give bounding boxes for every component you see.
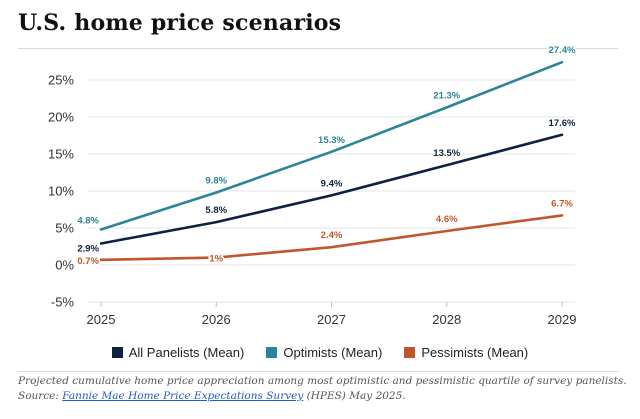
data-label: 2.9%: [77, 244, 99, 255]
axis-layer: 25% 20% 15% 10% 5% 0% -5% 2025 2026 2027 2028 2029: [48, 73, 576, 328]
source-link[interactable]: Fannie Mae Home Price Expectations Surve…: [62, 390, 304, 402]
legend-swatch: [404, 346, 416, 358]
data-label: 27.4%: [549, 45, 576, 56]
y-tick-label: 10%: [48, 184, 74, 199]
data-label: 21.3%: [433, 90, 460, 101]
data-label: 13.5%: [433, 148, 460, 159]
legend-label: Optimists (Mean): [283, 344, 383, 360]
x-tick-label: 2026: [202, 312, 231, 327]
x-tick-label: 2029: [548, 312, 577, 327]
x-tick-label: 2027: [317, 312, 346, 327]
y-tick-label: -5%: [51, 295, 75, 310]
line-chart: 25%20%15%10%5%0%-5%2025 2026 2027 2028 2029 …: [48, 44, 578, 328]
series-line-1: [99, 60, 564, 231]
data-label: 4.6%: [436, 214, 458, 225]
source-suffix: (HPES) May 2025.: [303, 390, 406, 402]
chart-caption: Projected cumulative home price apprecia…: [18, 374, 628, 404]
y-tick-label: 0%: [55, 258, 74, 273]
x-tick-label: 2025: [87, 312, 116, 327]
data-label: 15.3%: [318, 135, 345, 146]
legend-label: All Panelists (Mean): [128, 344, 245, 360]
data-label: 4.8%: [77, 215, 99, 226]
data-label: 2.4%: [321, 230, 343, 241]
data-label-layer: 2.9% 5.8% 9.4% 13.5% 17.6% 4.8% 9.8% 15.3% 21.3%…: [76, 44, 578, 269]
data-label: 6.7%: [551, 198, 573, 209]
chart-legend: All Panelists (Mean) Optimists (Mean) Pess…: [0, 342, 640, 362]
data-label: 5.8%: [205, 205, 227, 216]
legend-label: Pessimists (Mean): [421, 344, 529, 360]
series-line-0: [99, 133, 564, 245]
y-tick-label: 20%: [48, 110, 74, 125]
caption-description: Projected cumulative home price apprecia…: [18, 375, 627, 387]
data-label: 17.6%: [549, 118, 576, 129]
y-tick-label: 15%: [48, 147, 74, 162]
x-tick-label: 2028: [432, 312, 461, 327]
series-line-2: [99, 214, 564, 262]
legend-item: All Panelists (Mean): [111, 344, 245, 360]
legend-swatch: [111, 346, 123, 358]
source-prefix: Source:: [18, 390, 63, 402]
grid-layer: [88, 79, 575, 303]
data-label: 0.7%: [77, 256, 99, 267]
caption-source: Source: Fannie Mae Home Price Expectatio…: [18, 389, 628, 404]
y-tick-label: 5%: [55, 221, 74, 236]
legend-swatch: [266, 346, 278, 358]
data-label: 9.4%: [321, 178, 343, 189]
page-title: U.S. home price scenarios: [18, 10, 342, 36]
legend-item: Pessimists (Mean): [404, 345, 528, 360]
y-tick-label: 25%: [48, 73, 74, 88]
legend-item: Optimists (Mean): [266, 345, 382, 360]
data-label: 1%: [209, 254, 223, 265]
series-layer: [99, 60, 564, 262]
data-label: 9.8%: [205, 175, 227, 186]
chart-panel: [18, 48, 618, 372]
